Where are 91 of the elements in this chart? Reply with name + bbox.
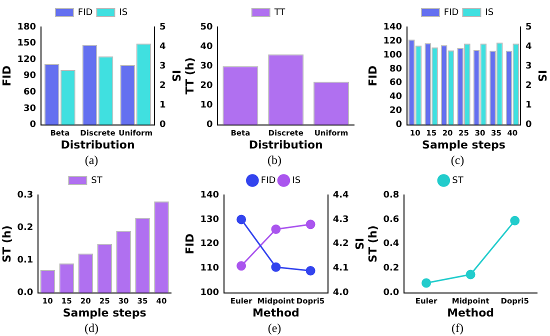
legend-label: TT [273,8,286,18]
y-tick-label: 0 [396,120,402,130]
y-tick-label: 0.0 [383,288,400,298]
y-tick-label: 90 [23,71,36,82]
text: (a) [84,152,100,168]
y-tick-label: 60 [389,78,402,88]
y-tick-label: 100 [200,288,219,298]
y-axis-title: TT (h) [183,57,196,94]
y-tick-label: 150 [17,38,36,49]
y-tick-label: 0.2 [383,264,400,274]
point [306,220,316,230]
y2-tick-label: 2 [526,81,532,92]
y2-tick-label: 0 [526,120,532,130]
y2-tick-label: 3 [160,61,166,72]
y2-tick-label: 5 [526,22,532,32]
y-tick-label: 60 [23,88,36,98]
legend-label: ST [91,176,103,186]
y2-axis-title: IS [170,70,183,82]
y-tick-label: 0.3 [17,190,34,200]
y-tick-label: 20 [389,106,402,116]
point [271,262,281,272]
text: (b) [266,152,282,168]
y-tick-label: 140 [200,190,219,200]
point [236,214,246,224]
y-tick-label: 0.2 [17,222,34,233]
x-axis-title: Method [447,306,494,320]
y-tick-label: 120 [17,54,36,65]
y2-tick-label: 4 [160,42,166,52]
y-tick-label: 120 [200,239,219,250]
text: (e) [266,320,282,336]
y2-tick-label: 4.2 [332,239,349,250]
y-tick-label: 0 [206,120,213,130]
y-tick-label: 0.1 [17,256,34,266]
legend-label: IS [292,176,301,186]
x-axis-title: Sample steps [62,306,147,320]
legend-label: FID [78,8,93,18]
y-axis-title: FID [183,234,196,254]
y-tick-label: 80 [389,64,402,74]
y2-tick-label: 4.4 [332,190,349,200]
y-axis-title: ST (h) [0,225,14,262]
y2-tick-label: 3 [526,61,532,72]
y-tick-label: 0.0 [17,288,34,298]
y-tick-label: 10 [200,100,213,111]
text: (d) [84,320,100,336]
x-axis-title: Distribution [60,138,135,152]
legend-label: IS [485,8,494,18]
y2-tick-label: 4 [526,42,532,52]
y-axis-title: ST (h) [366,225,380,262]
y-tick-label: 130 [200,214,219,225]
x-axis-title: Method [252,306,300,320]
legend-label: FID [260,176,276,186]
legend-label: ST [452,176,464,186]
text: (f) [450,320,464,336]
y-tick-label: 0.4 [383,239,400,250]
y-tick-label: 40 [389,92,402,102]
y2-tick-label: 2 [160,81,166,92]
x-axis-title: Distribution [248,138,323,152]
text: (c) [450,152,466,168]
legend-label: FID [444,8,459,18]
y2-tick-label: 4.0 [332,288,349,298]
y2-tick-label: 4.3 [332,214,349,225]
point [422,278,432,288]
y-tick-label: 0 [30,120,36,130]
y2-tick-label: 1 [526,100,532,111]
y-tick-label: 180 [17,22,36,32]
point [306,266,316,276]
point [510,216,520,226]
y2-tick-label: 1 [160,100,166,111]
y-axis-title: FID [0,66,14,86]
point [236,261,246,271]
y-tick-label: 110 [200,264,219,274]
point [271,224,281,234]
y-axis-title: FID [366,66,380,86]
y2-tick-label: 4.1 [332,264,349,274]
x-axis-title: Sample steps [422,138,506,152]
legend-label: IS [119,8,128,18]
y-tick-label: 120 [383,36,402,46]
point [466,270,476,280]
y2-tick-label: 5 [160,22,166,32]
y-tick-label: 40 [200,42,213,52]
y2-tick-label: 0 [160,120,166,130]
y-tick-label: 0.6 [383,214,400,225]
y-tick-label: 0.8 [383,190,400,200]
y-tick-label: 100 [383,50,402,60]
y-tick-label: 30 [23,104,36,114]
y2-axis-title: IS [536,70,549,82]
y-tick-label: 50 [200,22,213,32]
y-tick-label: 30 [200,61,213,72]
y2-axis-title: IS [352,238,366,250]
y-tick-label: 20 [200,81,213,92]
y-tick-label: 140 [383,22,402,32]
